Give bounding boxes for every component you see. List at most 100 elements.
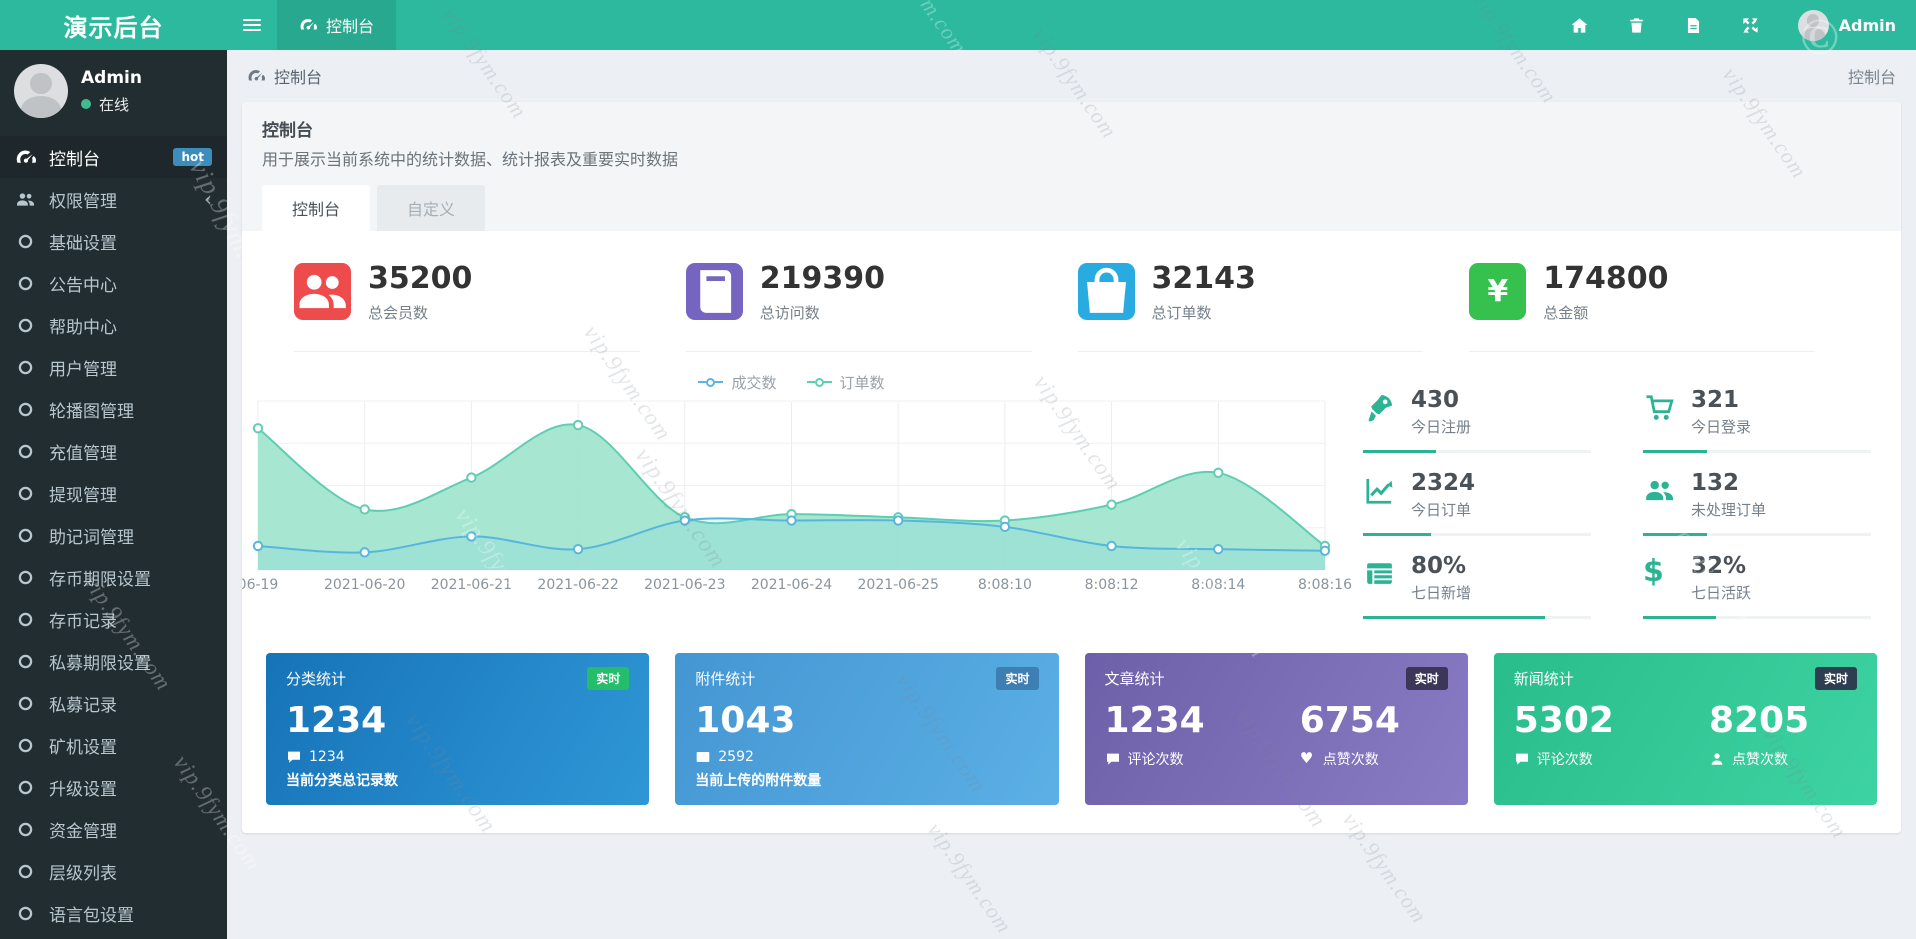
stat-icon-box (1077, 263, 1135, 320)
card-meta-text: 点赞次数 (1322, 752, 1379, 769)
card-meta-text: 1234 (309, 749, 345, 766)
sidebar-menu: 控制台 hot 权限管理 ‹ 基础设置 公告中心 帮助中心用户管理轮播图管理充值管理提现管理… (0, 136, 227, 939)
sidebar-user-status: 在线 (81, 94, 142, 115)
top-bar: 演示后台 控制台 Admin (0, 0, 1916, 50)
sidebar-item-充值管理[interactable]: 充值管理 (0, 430, 227, 472)
mini-stat-label: 七日活跃 (1691, 584, 1752, 603)
legend-item-订单数[interactable]: 订单数 (806, 372, 885, 393)
user-menu[interactable]: Admin (1797, 9, 1896, 41)
progress-fill (1363, 533, 1432, 537)
progress-fill (1363, 616, 1546, 620)
sidebar-item-label: 权限管理 (49, 191, 117, 212)
mini-stat-label: 未处理订单 (1691, 501, 1767, 520)
circle-icon (15, 777, 36, 798)
progress-track (1363, 616, 1591, 620)
chart-section: 成交数 订单数 06-19 2021-06-20 2021-06-21 2021-06-… (242, 352, 1901, 636)
mini-stat-value: 80% (1411, 553, 1467, 580)
sidebar-item-层级列表[interactable]: 层级列表 (0, 850, 227, 892)
x-tick-label: 2021-06-21 (430, 576, 513, 593)
topbar-tab-dashboard[interactable]: 控制台 (277, 0, 397, 50)
username: Admin (1838, 15, 1896, 35)
sidebar-item-控制台[interactable]: 控制台 hot (0, 136, 227, 178)
circle-icon (15, 483, 36, 504)
tab-自定义[interactable]: 自定义 (377, 185, 486, 231)
home-icon[interactable] (1570, 16, 1589, 35)
sidebar-item-label: 私募期限设置 (49, 653, 151, 674)
legend-label: 订单数 (839, 373, 885, 392)
tab-控制台[interactable]: 控制台 (262, 185, 371, 231)
legend-marker-icon (814, 377, 824, 387)
breadcrumb-dashboard-link[interactable]: 控制台 (247, 64, 322, 88)
sidebar-item-存币期限设置[interactable]: 存币期限设置 (0, 556, 227, 598)
sidebar-item-label: 用户管理 (49, 359, 117, 380)
logs-icon[interactable] (1684, 16, 1703, 35)
sidebar-toggle-button[interactable] (227, 0, 277, 50)
sidebar-item-label: 提现管理 (49, 485, 117, 506)
users-icon (1643, 474, 1676, 507)
trash-icon[interactable] (1627, 16, 1646, 35)
sidebar-item-基础设置[interactable]: 基础设置 (0, 220, 227, 262)
stat-label: 总会员数 (368, 303, 429, 322)
summary-card-分类统计: 分类统计 实时 1234 1234 当前分类总记录数 (266, 653, 650, 806)
sidebar-item-label: 助记词管理 (49, 527, 134, 548)
card-meta-text: 2592 (718, 749, 754, 766)
hot-badge: hot (173, 148, 212, 166)
fullscreen-icon[interactable] (1741, 16, 1760, 35)
sidebar-item-label: 充值管理 (49, 443, 117, 464)
stat-icon-box (685, 263, 743, 320)
x-tick-label: 2021-06-20 (324, 576, 406, 593)
card-meta-text: 点赞次数 (1731, 752, 1788, 769)
sidebar-item-label: 升级设置 (49, 779, 117, 800)
sidebar-item-私募期限设置[interactable]: 私募期限设置 (0, 640, 227, 682)
mini-stat-今日登录: 321 今日登录 (1621, 380, 1871, 453)
sidebar-item-私募记录[interactable]: 私募记录 (0, 682, 227, 724)
sidebar: Admin 在线 控制台 hot 权限管理 ‹ 基础设置 公告中心 帮助中心 用户管理 轮播图管… (0, 50, 227, 939)
mini-stats-panel: 430 今日注册 321 今日登录 2324 今日订单 132 未处理订单 80% 七日新增 $32… (1335, 366, 1901, 630)
x-tick-label: 8:08:14 (1191, 576, 1246, 593)
circle-icon (15, 861, 36, 882)
sidebar-item-矿机设置[interactable]: 矿机设置 (0, 724, 227, 766)
card-title: 附件统计 (695, 670, 756, 689)
sidebar-item-权限管理[interactable]: 权限管理 ‹ (0, 178, 227, 220)
sidebar-item-用户管理[interactable]: 用户管理 (0, 346, 227, 388)
card-number: 5302 (1513, 700, 1614, 742)
mini-stat-value: 132 (1691, 469, 1740, 496)
card-number: 1234 (1104, 700, 1205, 742)
sidebar-item-公告中心[interactable]: 公告中心 (0, 262, 227, 304)
hamburger-icon (243, 16, 261, 34)
sidebar-item-轮播图管理[interactable]: 轮播图管理 (0, 388, 227, 430)
gauge-icon (247, 67, 265, 85)
legend-item-成交数[interactable]: 成交数 (698, 372, 777, 393)
x-tick-label: 8:08:10 (977, 576, 1032, 593)
card-title: 分类统计 (286, 670, 347, 689)
circle-icon (15, 819, 36, 840)
topbar-tab-label: 控制台 (326, 17, 375, 36)
box-header: 控制台 用于展示当前系统中的统计数据、统计报表及重要实时数据 控制台 自定义 (242, 102, 1901, 231)
comment-icon (286, 749, 302, 765)
sidebar-item-语言包设置[interactable]: 语言包设置 (0, 892, 227, 934)
avatar (1797, 9, 1829, 41)
sidebar-item-升级设置[interactable]: 升级设置 (0, 766, 227, 808)
stat-总订单数: 32143 总订单数 (1077, 263, 1424, 352)
x-tick-label: 8:08:12 (1084, 576, 1139, 593)
x-tick-label: 2021-06-25 (857, 576, 939, 593)
mini-stat-label: 七日新增 (1411, 584, 1472, 603)
card-title: 文章统计 (1104, 670, 1165, 689)
topbar-actions: Admin (1570, 0, 1916, 50)
progress-fill (1643, 616, 1716, 620)
realtime-badge: 实时 (587, 667, 630, 691)
card-meta-text: 评论次数 (1127, 752, 1184, 769)
sidebar-item-助记词管理[interactable]: 助记词管理 (0, 514, 227, 556)
sidebar-item-提现管理[interactable]: 提现管理 (0, 472, 227, 514)
sidebar-item-K线设置[interactable]: K线设置 (0, 934, 227, 939)
summary-card-文章统计: 文章统计 实时 1234 评论次数 6754 ♥ 点赞次数 (1084, 653, 1468, 806)
dashboard-box: 控制台 用于展示当前系统中的统计数据、统计报表及重要实时数据 控制台 自定义 35… (242, 102, 1901, 834)
card-title: 新闻统计 (1513, 670, 1574, 689)
sidebar-item-帮助中心[interactable]: 帮助中心 (0, 304, 227, 346)
users-icon (15, 189, 36, 210)
sidebar-item-资金管理[interactable]: 资金管理 (0, 808, 227, 850)
avatar (14, 64, 68, 118)
sidebar-item-存币记录[interactable]: 存币记录 (0, 598, 227, 640)
sidebar-item-label: 资金管理 (49, 821, 117, 842)
stat-label: 总订单数 (1151, 303, 1212, 322)
